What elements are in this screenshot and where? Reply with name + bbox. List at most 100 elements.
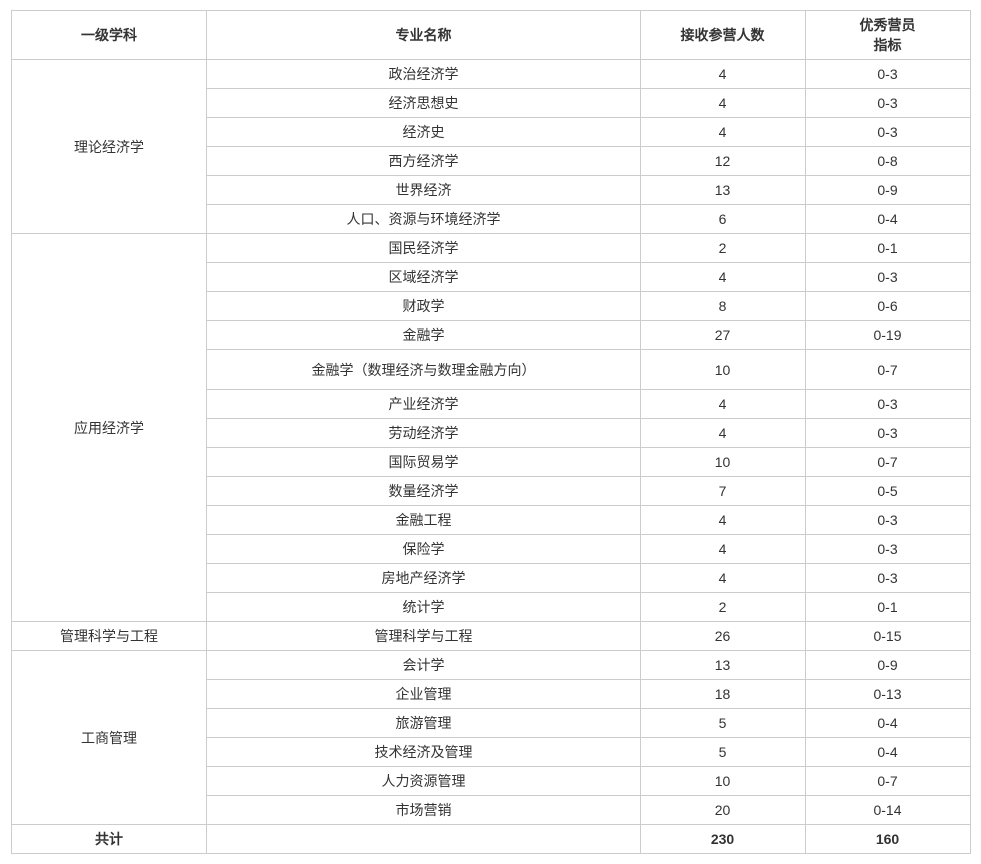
count-cell: 4 xyxy=(640,60,805,89)
count-cell: 4 xyxy=(640,390,805,419)
quota-cell: 0-3 xyxy=(805,263,970,292)
major-cell: 房地产经济学 xyxy=(207,564,640,593)
header-count: 接收参营人数 xyxy=(640,11,805,60)
major-cell: 经济史 xyxy=(207,118,640,147)
quota-cell: 0-15 xyxy=(805,622,970,651)
major-cell: 国民经济学 xyxy=(207,234,640,263)
header-category: 一级学科 xyxy=(11,11,207,60)
major-cell: 金融工程 xyxy=(207,506,640,535)
count-cell: 12 xyxy=(640,147,805,176)
quota-cell: 0-7 xyxy=(805,350,970,390)
quota-cell: 0-3 xyxy=(805,60,970,89)
header-quota: 优秀营员 指标 xyxy=(805,11,970,60)
count-cell: 6 xyxy=(640,205,805,234)
major-cell: 技术经济及管理 xyxy=(207,738,640,767)
count-cell: 4 xyxy=(640,535,805,564)
admissions-table: 一级学科 专业名称 接收参营人数 优秀营员 指标 理论经济学政治经济学40-3经… xyxy=(11,10,971,854)
count-cell: 26 xyxy=(640,622,805,651)
header-quota-line1: 优秀营员 xyxy=(814,15,962,35)
quota-cell: 0-19 xyxy=(805,321,970,350)
major-cell: 金融学 xyxy=(207,321,640,350)
count-cell: 8 xyxy=(640,292,805,321)
major-cell: 数量经济学 xyxy=(207,477,640,506)
count-cell: 27 xyxy=(640,321,805,350)
quota-cell: 0-3 xyxy=(805,419,970,448)
major-cell: 会计学 xyxy=(207,651,640,680)
total-row: 共计 230160 xyxy=(11,825,970,854)
count-cell: 4 xyxy=(640,564,805,593)
major-cell: 经济思想史 xyxy=(207,89,640,118)
quota-cell: 0-7 xyxy=(805,448,970,477)
header-major: 专业名称 xyxy=(207,11,640,60)
count-cell: 4 xyxy=(640,118,805,147)
major-cell: 人口、资源与环境经济学 xyxy=(207,205,640,234)
header-category-text: 一级学科 xyxy=(81,27,137,43)
quota-cell: 0-4 xyxy=(805,709,970,738)
header-major-text: 专业名称 xyxy=(395,27,451,43)
header-quota-line2: 指标 xyxy=(814,35,962,55)
major-cell: 世界经济 xyxy=(207,176,640,205)
quota-cell: 0-4 xyxy=(805,738,970,767)
major-cell: 统计学 xyxy=(207,593,640,622)
total-quota-cell: 160 xyxy=(805,825,970,854)
quota-cell: 0-3 xyxy=(805,390,970,419)
quota-cell: 0-4 xyxy=(805,205,970,234)
major-cell: 劳动经济学 xyxy=(207,419,640,448)
category-cell: 工商管理 xyxy=(11,651,207,825)
quota-cell: 0-8 xyxy=(805,147,970,176)
table-row: 理论经济学政治经济学40-3 xyxy=(11,60,970,89)
count-cell: 2 xyxy=(640,593,805,622)
count-cell: 7 xyxy=(640,477,805,506)
category-cell: 理论经济学 xyxy=(11,60,207,234)
major-cell: 管理科学与工程 xyxy=(207,622,640,651)
quota-cell: 0-3 xyxy=(805,89,970,118)
count-cell: 10 xyxy=(640,767,805,796)
quota-cell: 0-13 xyxy=(805,680,970,709)
count-cell: 5 xyxy=(640,738,805,767)
quota-cell: 0-9 xyxy=(805,651,970,680)
major-cell: 人力资源管理 xyxy=(207,767,640,796)
count-cell: 10 xyxy=(640,350,805,390)
quota-cell: 0-14 xyxy=(805,796,970,825)
major-cell: 西方经济学 xyxy=(207,147,640,176)
total-major-cell xyxy=(207,825,640,854)
count-cell: 4 xyxy=(640,419,805,448)
count-cell: 18 xyxy=(640,680,805,709)
quota-cell: 0-5 xyxy=(805,477,970,506)
total-label-cell: 共计 xyxy=(11,825,207,854)
count-cell: 4 xyxy=(640,263,805,292)
table-row: 工商管理会计学130-9 xyxy=(11,651,970,680)
quota-cell: 0-7 xyxy=(805,767,970,796)
quota-cell: 0-3 xyxy=(805,564,970,593)
count-cell: 2 xyxy=(640,234,805,263)
quota-cell: 0-3 xyxy=(805,535,970,564)
total-count-cell: 230 xyxy=(640,825,805,854)
header-count-text: 接收参营人数 xyxy=(681,27,765,43)
table-row: 管理科学与工程管理科学与工程260-15 xyxy=(11,622,970,651)
table-row: 应用经济学国民经济学20-1 xyxy=(11,234,970,263)
count-cell: 4 xyxy=(640,89,805,118)
quota-cell: 0-3 xyxy=(805,118,970,147)
major-cell: 旅游管理 xyxy=(207,709,640,738)
major-cell: 保险学 xyxy=(207,535,640,564)
quota-cell: 0-6 xyxy=(805,292,970,321)
major-cell: 国际贸易学 xyxy=(207,448,640,477)
count-cell: 10 xyxy=(640,448,805,477)
major-cell: 政治经济学 xyxy=(207,60,640,89)
major-cell: 企业管理 xyxy=(207,680,640,709)
major-cell: 市场营销 xyxy=(207,796,640,825)
quota-cell: 0-9 xyxy=(805,176,970,205)
count-cell: 4 xyxy=(640,506,805,535)
count-cell: 13 xyxy=(640,651,805,680)
major-cell: 财政学 xyxy=(207,292,640,321)
major-cell: 产业经济学 xyxy=(207,390,640,419)
category-cell: 管理科学与工程 xyxy=(11,622,207,651)
count-cell: 13 xyxy=(640,176,805,205)
major-cell: 区域经济学 xyxy=(207,263,640,292)
category-cell: 应用经济学 xyxy=(11,234,207,622)
quota-cell: 0-1 xyxy=(805,234,970,263)
quota-cell: 0-3 xyxy=(805,506,970,535)
quota-cell: 0-1 xyxy=(805,593,970,622)
count-cell: 20 xyxy=(640,796,805,825)
count-cell: 5 xyxy=(640,709,805,738)
